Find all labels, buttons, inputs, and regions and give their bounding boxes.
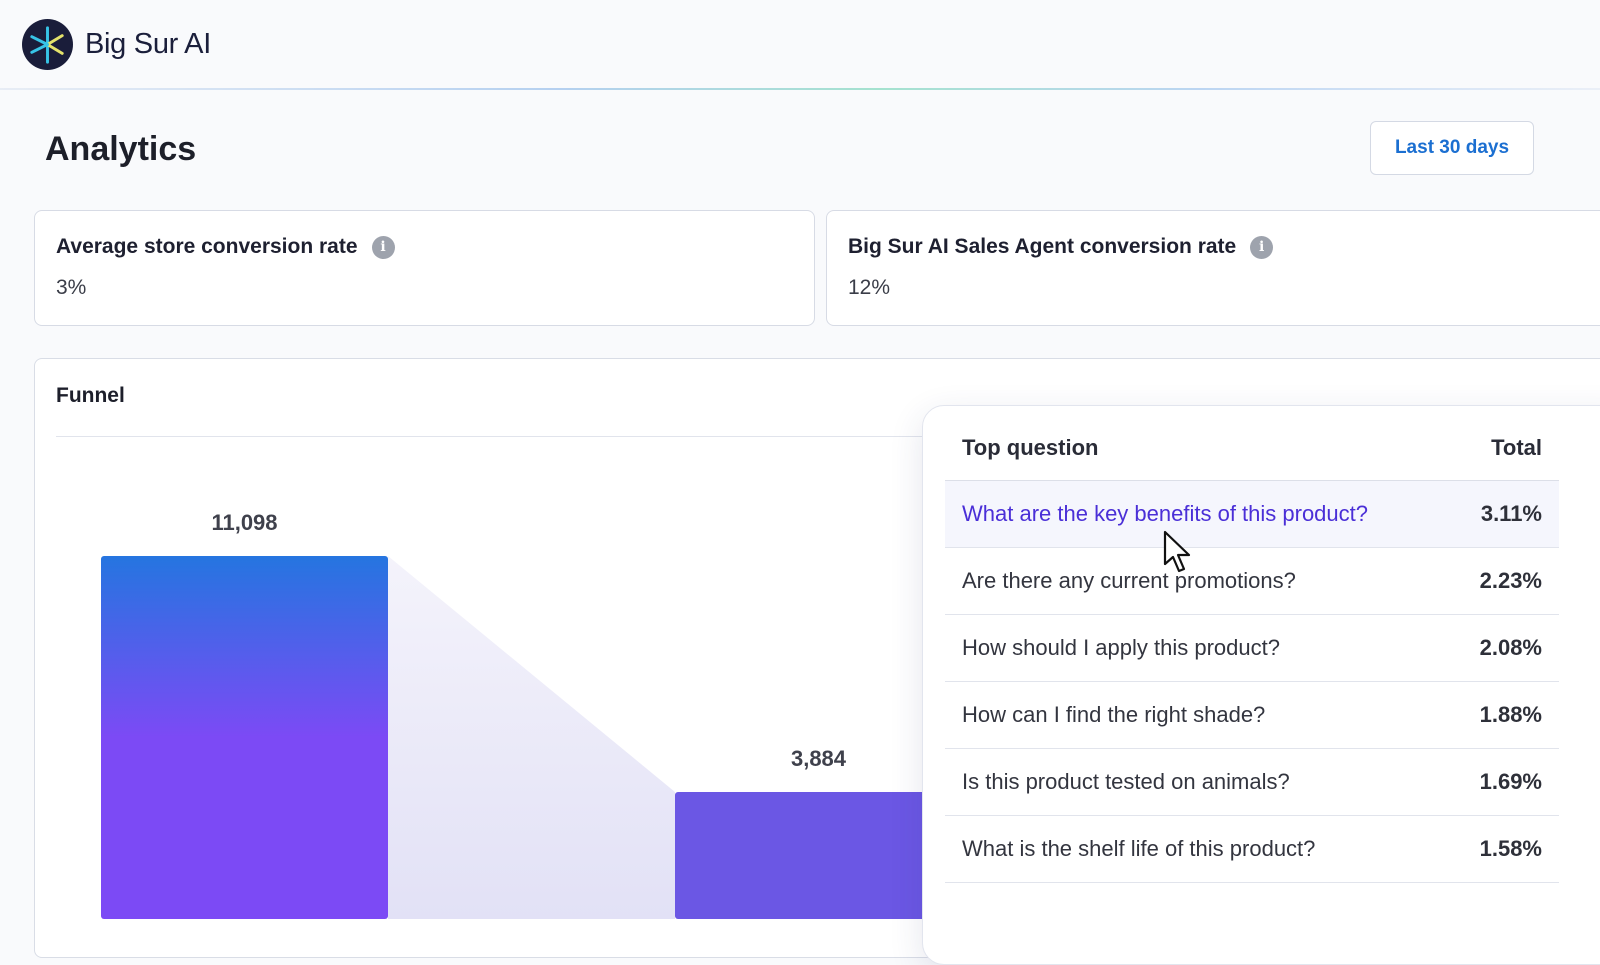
question-text[interactable]: What are the key benefits of this produc… xyxy=(962,501,1369,526)
question-row[interactable]: What is the shelf life of this product? … xyxy=(945,816,1559,883)
column-header-question[interactable]: Top question xyxy=(962,435,1099,460)
top-questions-card: Top question Total What are the key bene… xyxy=(922,405,1600,965)
funnel-bar[interactable] xyxy=(101,556,388,919)
question-total: 2.23% xyxy=(1479,568,1542,593)
question-total: 1.88% xyxy=(1479,702,1542,727)
metric-label: Average store conversion rate xyxy=(56,235,358,258)
question-row[interactable]: What are the key benefits of this produc… xyxy=(945,481,1559,548)
page-title: Analytics xyxy=(45,130,197,168)
question-text[interactable]: How should I apply this product? xyxy=(962,635,1280,660)
metric-title: Big Sur AI Sales Agent conversion rate i xyxy=(848,235,1274,259)
question-row[interactable]: Is this product tested on animals? 1.69% xyxy=(945,749,1559,816)
question-total: 1.69% xyxy=(1479,769,1542,794)
funnel-bar-label: 3,884 xyxy=(791,746,847,771)
funnel-title: Funnel xyxy=(56,384,125,407)
metric-value: 3% xyxy=(56,276,87,299)
question-text[interactable]: How can I find the right shade? xyxy=(962,702,1266,727)
question-total: 1.58% xyxy=(1479,836,1542,861)
question-row[interactable]: Are there any current promotions? 2.23% xyxy=(945,548,1559,615)
info-icon[interactable]: i xyxy=(371,235,395,259)
question-text[interactable]: What is the shelf life of this product? xyxy=(962,836,1316,861)
metric-label: Big Sur AI Sales Agent conversion rate xyxy=(848,235,1237,258)
big-sur-star-icon[interactable] xyxy=(22,19,73,70)
metric-value: 12% xyxy=(848,276,891,299)
header-divider xyxy=(0,88,1600,90)
question-row[interactable]: How can I find the right shade? 1.88% xyxy=(945,682,1559,749)
question-text[interactable]: Is this product tested on animals? xyxy=(962,769,1290,794)
funnel-connector xyxy=(388,556,675,919)
funnel-bar-label: 11,098 xyxy=(211,510,277,535)
top-bar: Big Sur AI xyxy=(0,0,1600,88)
brand-name[interactable]: Big Sur AI xyxy=(85,28,211,60)
funnel-divider xyxy=(56,436,1056,437)
info-icon[interactable]: i xyxy=(1250,235,1274,259)
question-total: 2.08% xyxy=(1479,635,1542,660)
metric-card-store-conversion: Average store conversion rate i 3% xyxy=(34,210,815,326)
question-row[interactable]: How should I apply this product? 2.08% xyxy=(945,615,1559,682)
metric-card-agent-conversion: Big Sur AI Sales Agent conversion rate i… xyxy=(826,210,1600,326)
column-header-total[interactable]: Total xyxy=(1491,435,1542,460)
funnel-chart: 11,098 3,884 xyxy=(101,510,962,919)
question-text[interactable]: Are there any current promotions? xyxy=(962,568,1296,593)
metric-title: Average store conversion rate i xyxy=(56,235,395,259)
funnel-bar[interactable] xyxy=(675,791,962,919)
date-range-button[interactable]: Last 30 days xyxy=(1370,121,1534,175)
questions-table-header: Top question Total xyxy=(945,406,1559,481)
question-total: 3.11% xyxy=(1480,501,1542,526)
